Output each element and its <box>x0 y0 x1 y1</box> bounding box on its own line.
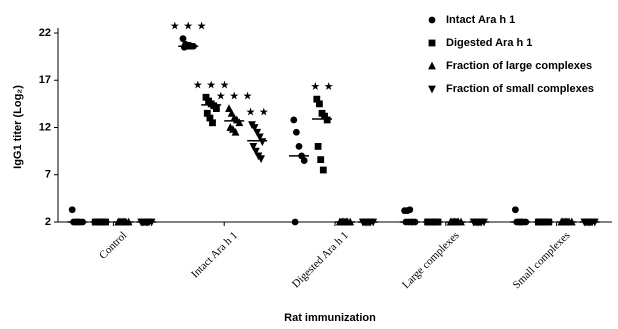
data-point <box>406 206 414 214</box>
x-tick-label: Control <box>97 229 129 261</box>
x-tick-label: Intact Ara h 1 <box>189 229 240 280</box>
y-tick-label: 17 <box>39 74 51 86</box>
data-point <box>258 138 267 147</box>
data-point <box>321 112 328 120</box>
legend-label: Intact Ara h 1 <box>446 14 515 26</box>
significance-label: ★ ★ <box>246 106 269 119</box>
legend-label: Digested Ara h 1 <box>446 37 532 49</box>
data-point <box>319 166 327 174</box>
data-point <box>231 127 240 136</box>
data-point <box>295 143 303 150</box>
x-axis-label: Rat immunization <box>284 312 376 324</box>
data-point <box>323 116 331 124</box>
data-point <box>300 157 308 164</box>
x-tick-label: Digested Ara h 1 <box>290 229 351 290</box>
legend-marker <box>428 61 436 70</box>
legend-label: Fraction of small complexes <box>446 83 594 95</box>
data-point <box>316 100 323 108</box>
data-point <box>252 147 260 156</box>
x-tick-label: Small complexes <box>511 229 573 291</box>
data-point <box>314 143 322 150</box>
data-point <box>68 206 76 214</box>
data-point <box>179 35 187 43</box>
data-point <box>186 41 193 49</box>
data-point <box>213 105 220 112</box>
legend-marker <box>428 39 436 47</box>
data-point <box>313 95 321 103</box>
legend-marker <box>428 16 436 24</box>
data-point <box>203 109 211 117</box>
data-point <box>255 133 264 142</box>
data-point <box>291 218 299 226</box>
data-point <box>512 206 519 214</box>
x-tick-label: Large complexes <box>400 229 462 291</box>
significance-label: ★ ★ <box>310 80 333 93</box>
y-tick-label: 7 <box>45 169 51 181</box>
y-tick-label: 12 <box>39 121 51 133</box>
data-point <box>249 143 258 151</box>
data-point <box>317 156 325 164</box>
data-point <box>257 155 265 164</box>
data-point <box>206 114 214 122</box>
data-point <box>209 119 216 127</box>
data-point <box>225 104 233 112</box>
data-point <box>293 128 300 136</box>
data-point <box>290 116 298 124</box>
y-tick-label: 22 <box>39 27 51 39</box>
data-point <box>235 118 244 127</box>
data-point <box>250 124 259 132</box>
significance-label: ★ ★ ★ <box>170 20 207 33</box>
significance-label: ★ ★ ★ <box>216 90 253 103</box>
legend-label: Fraction of large complexes <box>446 60 592 72</box>
legend-marker <box>428 85 436 94</box>
y-axis-label: IgG1 titer (Log₂) <box>12 85 24 169</box>
data-point <box>253 128 262 137</box>
data-point <box>202 93 210 101</box>
y-tick-label: 2 <box>45 216 51 228</box>
data-point <box>227 108 236 117</box>
significance-label: ★ ★ ★ <box>193 78 230 91</box>
